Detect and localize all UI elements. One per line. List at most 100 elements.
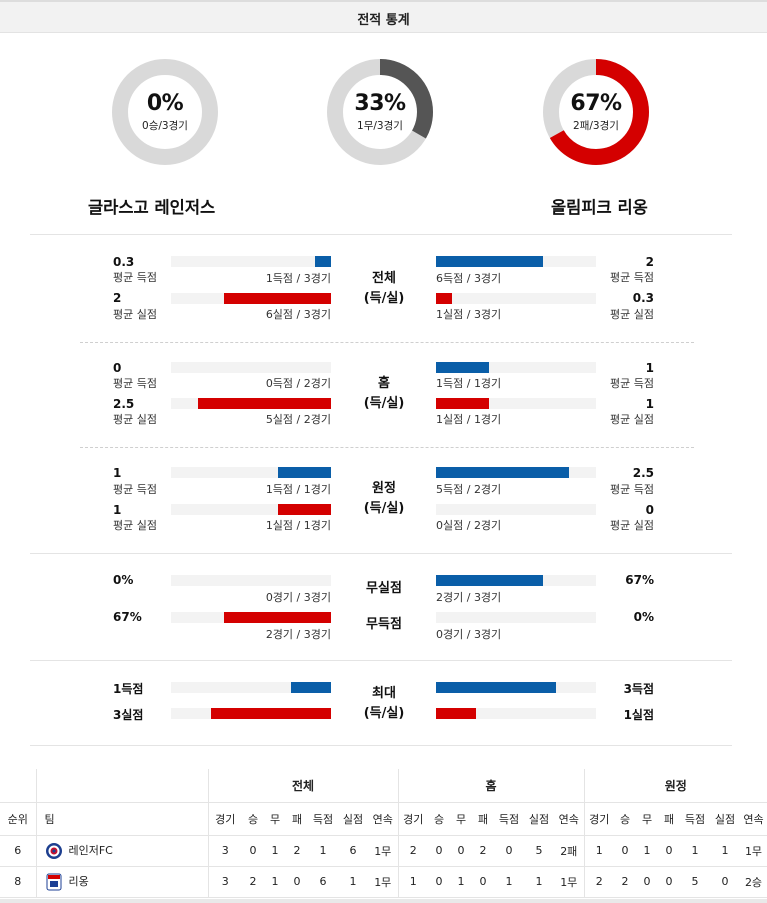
away-home-scored-count: 1득점 / 1경기	[265, 483, 331, 496]
stat-cell: 2	[614, 866, 636, 898]
standings-table: 전체 홈 원정 순위 팀 경기 승 무 패 득점 실점 연속 경기 승 무 패 …	[0, 769, 767, 898]
noscore-home-pct: 67%	[113, 610, 142, 624]
stat-cell: 2승	[740, 866, 767, 898]
home-team-name: 글라스고 레인저스	[88, 198, 216, 217]
away-home-avg-conceded-label: 평균 실점	[113, 519, 157, 532]
stat-cell: 2	[583, 866, 614, 898]
away-away-avg-scored: 2.5	[632, 466, 654, 480]
home-away-avg-conceded: 1	[645, 397, 654, 411]
home-away-conceded-fill	[436, 398, 489, 409]
away-away-conceded-count: 0실점 / 2경기	[436, 519, 502, 532]
col-played: 경기	[207, 802, 242, 836]
col-conceded: 실점	[710, 802, 740, 836]
away-home-conceded-count: 1실점 / 1경기	[265, 519, 331, 532]
section-header: 전적 통계	[0, 0, 767, 33]
group-away: 원정	[583, 769, 767, 803]
stat-cell: 1	[264, 866, 286, 898]
stat-cell: 1무	[368, 835, 398, 867]
divider	[80, 447, 694, 448]
home-away-scored-fill	[436, 362, 489, 373]
away-mid-line1: 원정	[372, 481, 396, 496]
overall-home-scored-fill	[315, 256, 331, 267]
max-home-scored-bar	[171, 682, 331, 693]
away-home-conceded-fill	[278, 504, 331, 515]
rank-cell: 6	[0, 835, 36, 867]
overall-home-scored-count: 1득점 / 3경기	[265, 272, 331, 285]
noscore-home-count: 2경기 / 3경기	[265, 628, 331, 641]
away-home-avg-conceded: 1	[113, 503, 122, 517]
stat-cell: 0	[614, 835, 636, 867]
max-away-scored: 3득점	[623, 682, 654, 696]
away-home-scored-fill	[278, 467, 331, 478]
stat-cell: 5	[524, 835, 554, 867]
away-team-name: 올림피크 리옹	[551, 198, 648, 217]
overall-home-conceded-fill	[223, 293, 331, 304]
group-home: 홈	[397, 769, 584, 803]
col-streak: 연속	[740, 802, 767, 836]
blank-cell	[35, 769, 208, 803]
team-name: 레인저FC	[68, 843, 113, 857]
stat-cell: 3	[207, 835, 242, 867]
overall-away-conceded-fill	[436, 293, 452, 304]
stat-cell: 0	[494, 835, 524, 867]
home-away-scored-bar	[436, 362, 596, 373]
group-overall: 전체	[207, 769, 398, 803]
overall-home-conceded-count: 6실점 / 3경기	[265, 308, 331, 321]
stat-cell: 1무	[740, 835, 767, 867]
donut-track	[112, 59, 218, 165]
away-away-avg-conceded-label: 평균 실점	[610, 519, 654, 532]
home-away-avg-scored-label: 평균 득점	[610, 377, 654, 390]
away-away-scored-bar	[436, 467, 596, 478]
col-loss: 패	[472, 802, 494, 836]
col-scored: 득점	[680, 802, 710, 836]
home-away-conceded-count: 1실점 / 1경기	[436, 413, 502, 426]
home-home-avg-scored: 0	[113, 361, 122, 375]
max-home-scored-fill	[291, 682, 331, 693]
donut-win-ring	[112, 59, 218, 165]
stat-cell: 1	[397, 866, 428, 898]
col-draw: 무	[450, 802, 472, 836]
stat-cell: 1	[636, 835, 658, 867]
stat-cell: 1	[710, 835, 740, 867]
divider	[30, 660, 732, 661]
stat-cell: 0	[286, 866, 308, 898]
clean-away-count: 2경기 / 3경기	[436, 591, 502, 604]
donut-loss-ring	[543, 59, 649, 165]
lyon-crest-icon	[46, 873, 61, 890]
donut-draw-ring	[327, 59, 433, 165]
max-home-conceded: 3실점	[113, 708, 144, 722]
noscore-away-count: 0경기 / 3경기	[436, 628, 502, 641]
table-row[interactable]: 6 레인저FC 3 0 1 2 1 6 1무 2 0 0 2 0 5 2패 1 …	[0, 835, 767, 867]
clean-away-pct: 67%	[625, 573, 654, 587]
home-home-scored-count: 0득점 / 2경기	[265, 377, 331, 390]
overall-home-avg-scored-label: 평균 득점	[113, 271, 157, 284]
overall-home-scored-bar	[171, 256, 331, 267]
away-away-avg-conceded: 0	[645, 503, 654, 517]
stat-cell: 2	[397, 835, 428, 867]
stat-cell: 0	[472, 866, 494, 898]
stat-cell: 0	[658, 866, 680, 898]
col-team: 팀	[35, 802, 208, 836]
team-cell[interactable]: 리옹	[35, 866, 208, 898]
max-home-scored: 1득점	[113, 682, 144, 696]
overall-away-avg-scored-label: 평균 득점	[610, 271, 654, 284]
overall-mid-line2: (득/실)	[363, 291, 405, 306]
divider	[80, 342, 694, 343]
max-home-conceded-fill	[211, 708, 331, 719]
stat-cell: 1	[338, 866, 368, 898]
away-home-avg-scored-label: 평균 득점	[113, 483, 157, 496]
overall-away-avg-scored: 2	[645, 255, 654, 269]
stat-cell: 2패	[554, 835, 584, 867]
donut-arc	[327, 59, 433, 165]
donut-loss: 67% 2패/3경기	[542, 58, 650, 166]
home-home-conceded-bar	[171, 398, 331, 409]
table-row[interactable]: 8 리옹 3 2 1 0 6 1 1무 1 0 1 0 1 1 1무 2 2 0…	[0, 866, 767, 898]
home-away-avg-scored: 1	[645, 361, 654, 375]
stat-cell: 0	[428, 866, 450, 898]
noscore-home-fill	[223, 612, 331, 623]
stat-cell: 2	[286, 835, 308, 867]
donut-win-caption: 0승/3경기	[142, 120, 188, 132]
stat-cell: 1	[583, 835, 614, 867]
col-scored: 득점	[308, 802, 338, 836]
team-cell[interactable]: 레인저FC	[35, 835, 208, 867]
